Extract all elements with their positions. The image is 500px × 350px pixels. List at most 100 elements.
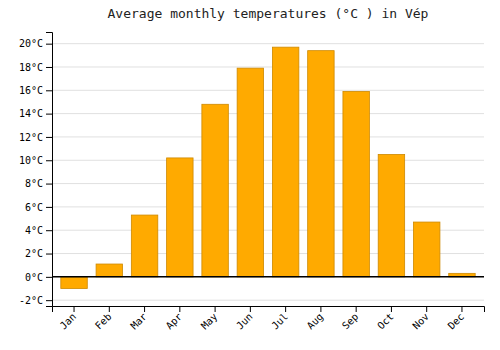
x-tick: Feb: [93, 306, 114, 332]
x-tick-label: Nov: [410, 311, 431, 332]
grid: [52, 44, 484, 301]
grid-line: [52, 43, 484, 44]
y-tick-label: 20°C: [19, 38, 43, 49]
x-tick: Sep: [340, 306, 361, 332]
x-tick: Nov: [410, 306, 431, 332]
grid-line: [52, 183, 484, 184]
x-tick-mark: [356, 306, 357, 312]
y-tick-label: 14°C: [19, 108, 43, 119]
x-tick-mark: [320, 306, 321, 312]
y-tick-label: 8°C: [25, 178, 43, 189]
grid-line: [52, 113, 484, 114]
plot-area: -2°C 0°C 2°C 4°C 6°C 8°C 10°C 12°C 14°C 16°C 18°C 2…: [19, 33, 485, 332]
x-tick-label: Mar: [128, 311, 149, 332]
bar: [308, 51, 334, 277]
y-tick: 8°C: [25, 178, 52, 189]
bar: [96, 264, 122, 277]
grid-line: [52, 90, 484, 91]
bar: [167, 158, 193, 277]
y-tick-mark: [46, 184, 52, 185]
x-tick-label: May: [199, 311, 220, 332]
x-tick: Oct: [375, 306, 396, 332]
y-tick: 0°C: [25, 272, 52, 283]
y-tick-label: -2°C: [19, 295, 43, 306]
x-tick: May: [199, 306, 220, 332]
x-tick: Mar: [128, 306, 149, 332]
y-tick: 20°C: [19, 38, 52, 49]
x-tick-mark: [391, 306, 392, 312]
x-tick-label: Apr: [164, 311, 185, 332]
x-tick: Aug: [305, 306, 326, 332]
y-tick-label: 2°C: [25, 248, 43, 259]
y-tick-mark: [46, 67, 52, 68]
y-tick-label: 0°C: [25, 272, 43, 283]
grid-line: [52, 206, 484, 207]
y-tick-mark: [46, 254, 52, 255]
x-axis-line: [53, 307, 485, 313]
x-tick-mark: [461, 306, 462, 312]
y-tick-label: 18°C: [19, 62, 43, 73]
y-tick: 18°C: [19, 62, 52, 73]
title: Average monthly temperatures (°C ) in Vé…: [108, 6, 429, 21]
y-tick-label: 4°C: [25, 225, 43, 236]
y-tick-label: 6°C: [25, 202, 43, 213]
bar: [237, 68, 263, 277]
y-tick: 6°C: [25, 202, 52, 213]
y-axis-line: [46, 33, 53, 307]
y-tick-mark: [46, 44, 52, 45]
y-tick-mark: [46, 300, 52, 301]
grid-line: [52, 276, 484, 277]
bar: [202, 104, 228, 277]
y-tick: 14°C: [19, 108, 52, 119]
x-tick: Apr: [164, 306, 185, 332]
x-tick: Jul: [269, 306, 290, 332]
x-tick-label: Jul: [269, 311, 290, 332]
y-tick-label: 12°C: [19, 132, 43, 143]
x-tick: Jun: [234, 306, 255, 332]
grid-line: [52, 160, 484, 161]
y-tick: 16°C: [19, 85, 52, 96]
y-tick: 2°C: [25, 248, 52, 259]
bar: [61, 277, 87, 289]
x-tick-mark: [426, 306, 427, 312]
y-tick: 4°C: [25, 225, 52, 236]
x-tick-mark: [179, 306, 180, 312]
zero-line: [52, 276, 484, 278]
grid-line: [52, 136, 484, 137]
y-tick-mark: [46, 277, 52, 278]
x-tick-mark: [74, 306, 75, 312]
y-tick-mark: [46, 207, 52, 208]
y-tick: 12°C: [19, 132, 52, 143]
x-tick: Dec: [446, 306, 467, 332]
y-tick-mark: [46, 90, 52, 91]
x-tick-mark: [250, 306, 251, 312]
y-tick: -2°C: [19, 295, 52, 306]
x-tick-label: Oct: [375, 311, 396, 332]
x-tick-mark: [144, 306, 145, 312]
x-tick: Jan: [58, 306, 79, 332]
y-tick-label: 10°C: [19, 155, 43, 166]
y-tick-mark: [46, 230, 52, 231]
x-tick-label: Aug: [305, 311, 326, 332]
y-tick-label: 16°C: [19, 85, 43, 96]
x-tick-label: Feb: [93, 311, 114, 332]
chart: -2°C 0°C 2°C 4°C 6°C 8°C 10°C 12°C 14°C 16°C 18°C 2…: [0, 0, 500, 350]
y-axis: -2°C 0°C 2°C 4°C 6°C 8°C 10°C 12°C 14°C 16°C 18°C 2…: [19, 33, 53, 307]
x-axis: Jan Feb Mar Apr May Jun Jul Aug Sep Oct Nov Dec: [53, 306, 485, 332]
x-tick-mark: [215, 306, 216, 312]
bar: [272, 47, 298, 277]
x-tick-mark: [285, 306, 286, 312]
y-tick-mark: [46, 160, 52, 161]
grid-line: [52, 300, 484, 301]
bar: [343, 91, 369, 276]
y-tick: 10°C: [19, 155, 52, 166]
bars: [61, 47, 475, 288]
x-tick-label: Jan: [58, 311, 79, 332]
bar: [378, 154, 404, 276]
y-tick-mark: [46, 137, 52, 138]
x-tick-mark: [109, 306, 110, 312]
y-tick-mark: [46, 114, 52, 115]
bar: [413, 222, 439, 277]
x-tick-label: Jun: [234, 311, 255, 332]
grid-line: [52, 66, 484, 67]
